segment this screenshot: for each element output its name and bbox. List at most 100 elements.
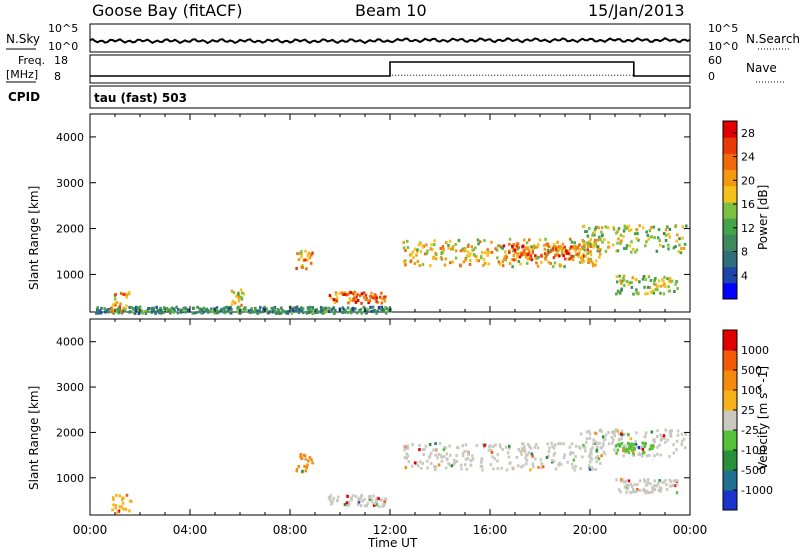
power-echo-region [579, 224, 688, 255]
echo-cell [571, 466, 575, 470]
echo-cell [627, 282, 630, 286]
noise-tick-high: 10^5 [48, 22, 78, 35]
echo-cell [240, 296, 243, 299]
echo-cell [327, 310, 331, 314]
echo-cell [362, 305, 365, 309]
echo-cell [628, 229, 631, 233]
echo-cell [646, 285, 650, 289]
echo-cell [535, 261, 538, 265]
echo-cell [600, 230, 603, 234]
echo-cell [540, 466, 543, 470]
echo-cell [516, 242, 520, 246]
power-echo-region [615, 274, 679, 296]
echo-cell [604, 249, 608, 253]
echo-cell [624, 449, 627, 453]
echo-cell [632, 454, 635, 457]
echo-cell [155, 305, 158, 309]
echo-cell [569, 452, 572, 456]
echo-cell [600, 429, 603, 433]
echo-cell [534, 254, 537, 258]
echo-cell [547, 250, 550, 254]
echo-cell [251, 310, 254, 314]
echo-cell [663, 275, 666, 279]
echo-cell [579, 467, 582, 471]
echo-cell [356, 293, 359, 297]
echo-cell [617, 438, 621, 442]
echo-cell [674, 282, 677, 286]
echo-cell [500, 245, 503, 249]
velocity-panel: 1000 2000 3000 4000 1000 500 100 25 -25 -100 -500 -… [56, 318, 773, 537]
echo-cell [568, 445, 572, 449]
echo-cell [296, 252, 299, 256]
echo-cell [445, 241, 448, 245]
echo-cell [404, 249, 407, 252]
echo-cell [669, 434, 673, 438]
echo-cell [594, 263, 597, 267]
echo-cell [589, 250, 592, 254]
echo-cell [328, 498, 332, 502]
echo-cell [367, 301, 370, 305]
echo-cell [615, 444, 618, 448]
echo-cell [648, 229, 652, 232]
echo-cell [345, 501, 349, 505]
echo-cell [435, 253, 438, 257]
echo-cell [612, 226, 615, 229]
echo-cell [125, 293, 129, 297]
echo-cell [99, 310, 103, 314]
echo-cell [669, 276, 672, 280]
echo-cell [570, 254, 574, 258]
noise-tick-low: 10^0 [48, 40, 78, 53]
echo-cell [418, 448, 421, 452]
echo-cell [592, 264, 595, 268]
echo-cell [451, 245, 455, 249]
echo-cell [555, 247, 558, 251]
echo-cell [123, 309, 126, 313]
echo-cell [647, 237, 650, 241]
echo-cell [228, 306, 231, 310]
echo-cell [620, 432, 623, 436]
echo-cell [556, 253, 559, 256]
echo-cell [508, 446, 511, 450]
echo-cell [125, 295, 128, 299]
echo-cell [531, 249, 534, 253]
echo-cell [527, 451, 531, 455]
echo-cell [547, 245, 551, 249]
echo-cell [305, 267, 308, 271]
echo-cell [530, 452, 534, 456]
y-tick-label: 2000 [56, 426, 84, 439]
echo-cell [664, 228, 668, 232]
echo-cell [641, 226, 645, 230]
echo-cell [117, 509, 121, 513]
echo-cell [370, 291, 373, 295]
colorbar-tick-label: 1000 [741, 344, 769, 357]
echo-cell [517, 260, 521, 263]
echo-cell [613, 434, 616, 438]
echo-cell [247, 309, 251, 313]
echo-cell [655, 285, 659, 289]
echo-cell [593, 244, 596, 248]
echo-cell [552, 256, 556, 260]
echo-cell [359, 294, 362, 298]
echo-cell [382, 296, 385, 300]
echo-cell [309, 305, 312, 309]
velocity-echo-region [579, 428, 687, 459]
echo-cell [228, 311, 232, 315]
colorbar-tick-label: 100 [741, 384, 762, 397]
echo-cell [657, 228, 661, 232]
echo-cell [307, 459, 310, 463]
echo-cell [648, 286, 652, 289]
echo-cell [241, 291, 244, 295]
echo-cell [659, 291, 662, 295]
echo-cell [550, 458, 554, 462]
echo-cell [529, 446, 533, 450]
echo-cell [323, 309, 326, 313]
echo-cell [558, 264, 562, 268]
echo-cell [653, 278, 656, 282]
echo-cell [661, 278, 664, 282]
echo-cell [113, 310, 116, 314]
echo-cell [112, 503, 115, 507]
echo-cell [364, 293, 368, 297]
echo-cell [653, 488, 657, 492]
echo-cell [448, 444, 451, 448]
echo-cell [402, 444, 406, 448]
